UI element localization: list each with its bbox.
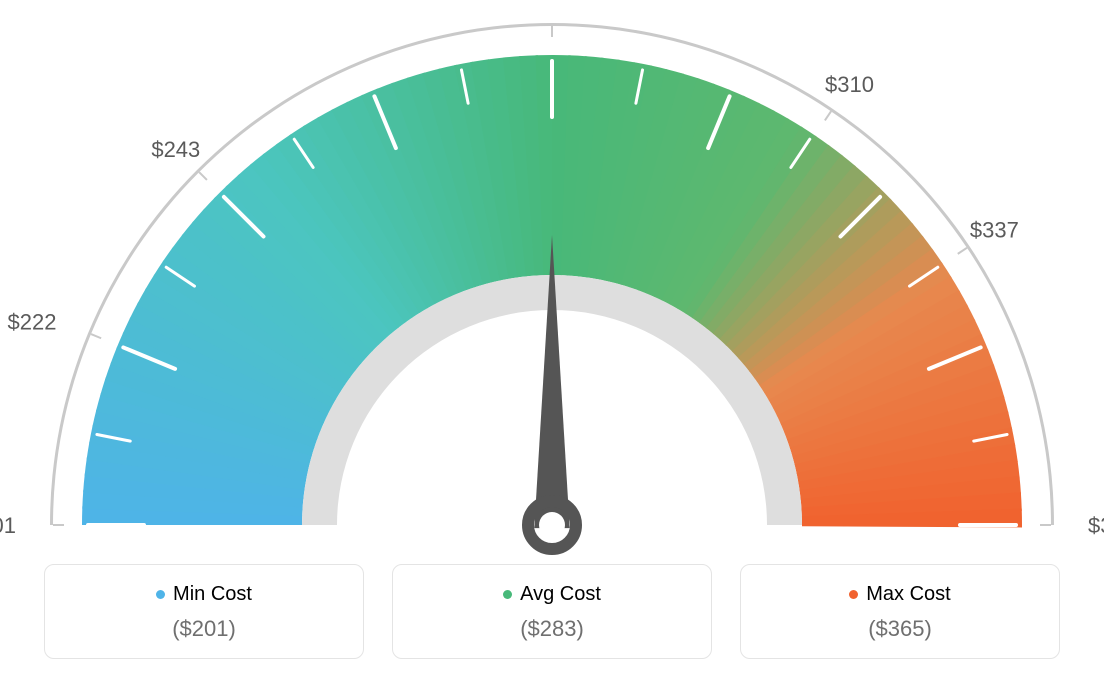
legend-min-value: ($201) xyxy=(55,616,353,642)
legend-avg-value: ($283) xyxy=(403,616,701,642)
legend-row: Min Cost ($201) Avg Cost ($283) Max Cost… xyxy=(0,564,1104,659)
legend-min-label: Min Cost xyxy=(156,583,252,606)
scale-label: $243 xyxy=(151,137,200,162)
scale-label: $337 xyxy=(970,217,1019,242)
legend-max-value: ($365) xyxy=(751,616,1049,642)
gauge-chart: $201$222$243$283$310$337$365 xyxy=(0,0,1104,560)
legend-avg-label: Avg Cost xyxy=(503,583,601,606)
legend-card-avg: Avg Cost ($283) xyxy=(392,564,712,659)
scale-label: $310 xyxy=(825,72,874,97)
scale-label: $222 xyxy=(8,309,57,334)
scale-label: $365 xyxy=(1088,513,1104,538)
legend-card-max: Max Cost ($365) xyxy=(740,564,1060,659)
legend-card-min: Min Cost ($201) xyxy=(44,564,364,659)
gauge-svg: $201$222$243$283$310$337$365 xyxy=(0,0,1104,560)
scale-label: $201 xyxy=(0,513,16,538)
legend-max-label: Max Cost xyxy=(849,583,950,606)
